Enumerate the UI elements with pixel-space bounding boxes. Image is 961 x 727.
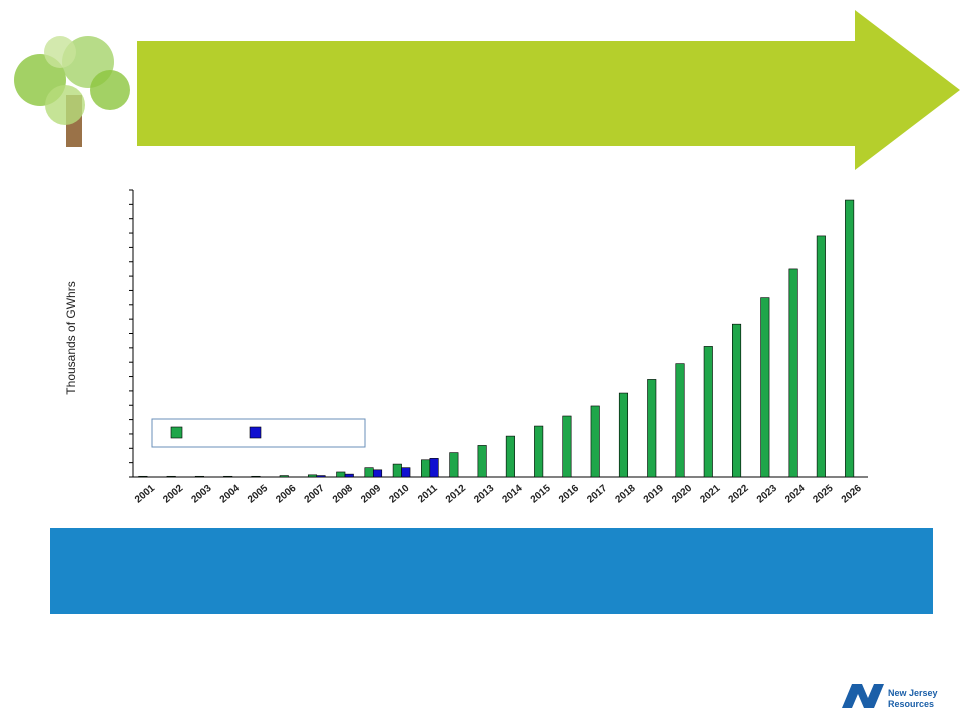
bar [477, 445, 487, 478]
bar [429, 458, 439, 478]
logo: New Jersey Resources [842, 684, 938, 709]
x-tick-label: 2010 [387, 483, 411, 506]
x-tick-label: 2018 [614, 483, 638, 506]
tree-icon [14, 36, 130, 147]
bar [251, 475, 261, 478]
bar [392, 463, 402, 478]
bar [421, 459, 431, 478]
bar [562, 415, 572, 478]
x-tick-label: 2022 [727, 483, 751, 506]
x-tick-label: 2015 [529, 483, 553, 506]
x-tick-label: 2004 [218, 483, 242, 506]
bar [505, 435, 515, 478]
bar [449, 452, 459, 478]
bar [760, 297, 770, 478]
x-tick-label: 2005 [246, 483, 270, 506]
y-axis-label: Thousands of GWhrs [64, 281, 78, 394]
x-tick-label: 2009 [359, 483, 383, 506]
x-tick-label: 2017 [585, 483, 609, 506]
bar [372, 469, 383, 478]
bar [675, 363, 685, 478]
x-tick-label: 2007 [303, 483, 327, 506]
bar [336, 471, 346, 478]
x-tick-label: 2014 [500, 483, 524, 506]
x-tick-label: 2012 [444, 483, 468, 506]
bar [279, 475, 289, 478]
x-tick-label: 2025 [811, 483, 835, 506]
bar [647, 379, 657, 478]
bar [845, 199, 855, 478]
x-tick-label: 2016 [557, 483, 581, 506]
bar [618, 392, 629, 478]
bar [223, 475, 233, 478]
bar [788, 268, 798, 478]
x-tick-label: 2001 [133, 483, 157, 506]
bar [344, 473, 354, 478]
green-arrow [137, 10, 960, 170]
x-tick-label: 2011 [416, 483, 440, 506]
x-tick-label: 2026 [840, 483, 864, 506]
bar [138, 475, 148, 478]
bar [166, 475, 176, 478]
logo-text: Resources [888, 699, 934, 709]
x-tick-label: 2024 [783, 483, 807, 506]
bar [194, 475, 204, 478]
x-tick-label: 2006 [274, 483, 298, 506]
bar [816, 235, 826, 478]
bar [364, 467, 374, 478]
legend-swatch [249, 426, 262, 439]
bar [703, 346, 713, 478]
legend-swatch [170, 426, 183, 439]
x-tick-label: 2019 [642, 483, 666, 506]
logo-text: New Jersey [888, 688, 938, 698]
x-tick-label: 2002 [161, 483, 185, 506]
bar [590, 405, 600, 478]
x-tick-label: 2013 [472, 483, 496, 506]
x-tick-label: 2008 [331, 483, 355, 506]
bar [732, 323, 742, 478]
x-tick-label: 2020 [670, 483, 694, 506]
x-tick-label: 2003 [189, 483, 213, 506]
bar [316, 475, 326, 478]
x-tick-label: 2023 [755, 483, 779, 506]
bar [401, 467, 411, 478]
bar [307, 474, 318, 478]
blue-banner [50, 528, 933, 614]
x-tick-label: 2021 [698, 483, 722, 506]
bar [534, 425, 544, 478]
